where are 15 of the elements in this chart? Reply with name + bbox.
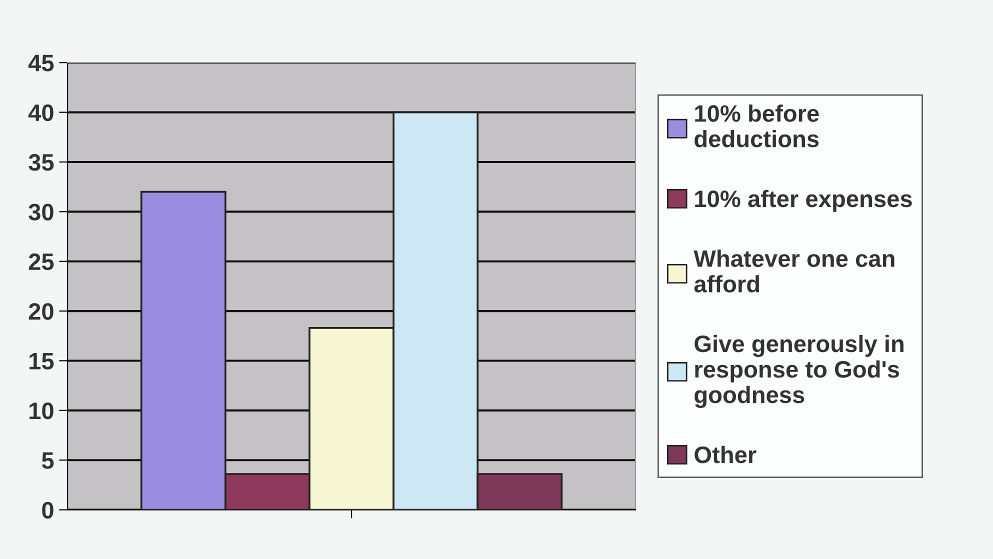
y-tick-label: 40 bbox=[28, 104, 54, 122]
legend-label: Other bbox=[694, 446, 756, 464]
y-tick-label: 0 bbox=[42, 502, 54, 519]
legend-label: 10% before deductions bbox=[694, 104, 819, 148]
y-tick-label: 10 bbox=[30, 402, 54, 420]
legend-label: Whatever one can afford bbox=[694, 250, 894, 292]
y-tick-label: 5 bbox=[42, 452, 54, 469]
y-tick-label: 35 bbox=[28, 154, 54, 171]
y-tick-label: 45 bbox=[28, 54, 54, 72]
y-tick-label: 25 bbox=[28, 253, 54, 270]
legend-label: 10% after expenses bbox=[695, 190, 912, 212]
y-tick-label: 30 bbox=[28, 204, 54, 220]
y-tick-label: 15 bbox=[30, 353, 54, 370]
legend-label: Give generously in response to God's goodness bbox=[694, 334, 904, 408]
y-tick-label: 20 bbox=[28, 303, 54, 320]
